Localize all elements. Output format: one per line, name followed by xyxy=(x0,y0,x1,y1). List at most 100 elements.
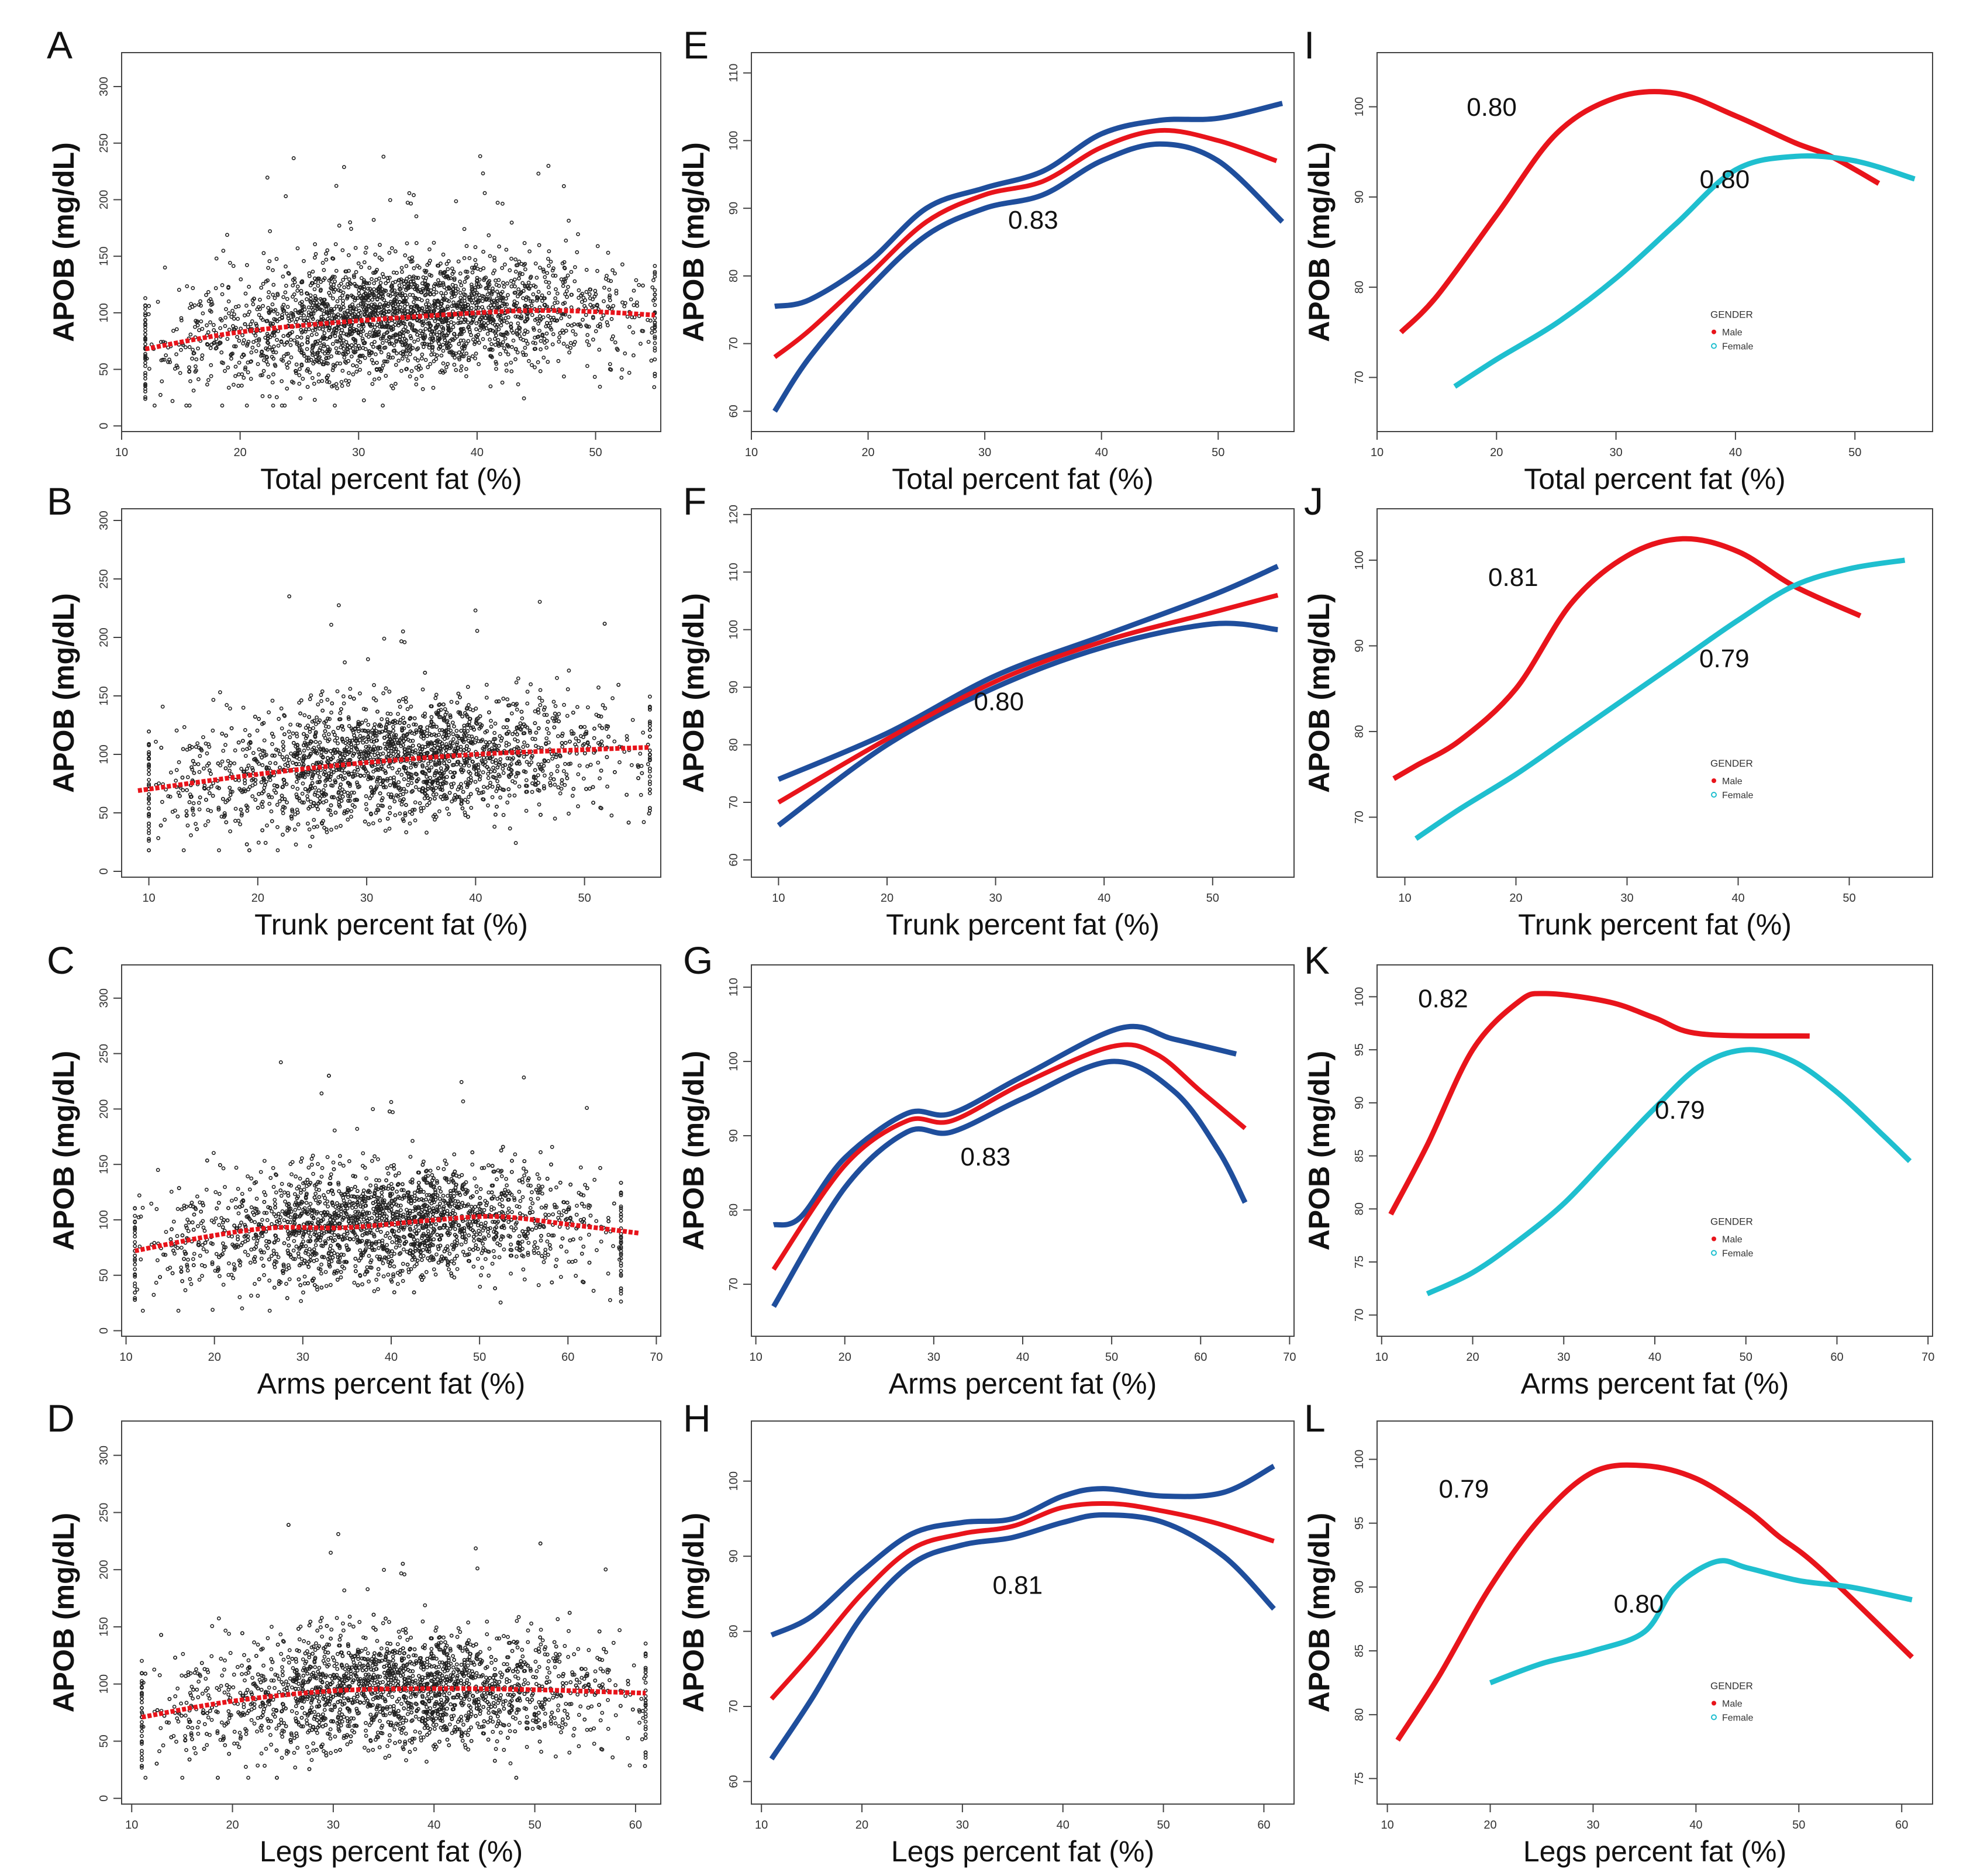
scatter-point xyxy=(534,768,537,771)
scatter-point xyxy=(517,677,520,680)
scatter-point xyxy=(299,329,302,332)
scatter-point xyxy=(388,827,391,830)
scatter-point xyxy=(553,783,556,786)
scatter-point xyxy=(177,791,180,794)
scatter-point xyxy=(296,247,299,250)
scatter-point xyxy=(430,716,433,719)
scatter-point xyxy=(467,358,470,361)
scatter-point xyxy=(373,723,376,726)
scatter-point xyxy=(557,734,560,737)
scatter-point xyxy=(464,737,467,740)
scatter-point xyxy=(603,707,606,710)
scatter-point xyxy=(516,351,519,354)
scatter-point xyxy=(634,279,637,282)
scatter-point xyxy=(209,347,212,350)
scatter-point xyxy=(421,324,424,327)
scatter-point xyxy=(470,306,473,309)
scatter-point xyxy=(630,764,633,767)
scatter-point xyxy=(514,347,517,350)
scatter-point xyxy=(608,288,610,291)
scatter-point xyxy=(367,287,370,290)
scatter-point xyxy=(461,715,464,718)
scatter-point xyxy=(198,304,201,306)
scatter-point xyxy=(370,358,373,361)
scatter-point xyxy=(416,339,419,342)
scatter-point xyxy=(601,704,604,706)
scatter-point xyxy=(475,352,478,355)
scatter-point xyxy=(275,339,278,342)
scatter-point xyxy=(598,724,601,727)
scatter-point xyxy=(431,349,434,352)
scatter-point xyxy=(198,329,201,332)
scatter-point xyxy=(308,327,310,330)
scatter-point xyxy=(548,322,551,325)
scatter-point xyxy=(329,775,332,778)
scatter-point xyxy=(398,301,401,304)
scatter-point xyxy=(275,257,278,260)
scatter-point xyxy=(488,784,491,787)
scatter-point xyxy=(344,270,347,273)
scatter-point xyxy=(294,281,296,284)
scatter-point xyxy=(506,294,509,296)
scatter-point xyxy=(426,788,429,791)
scatter-point xyxy=(441,343,444,346)
scatter-point xyxy=(324,736,327,739)
scatter-point xyxy=(442,253,445,256)
scatter-point xyxy=(147,773,150,775)
scatter-point xyxy=(398,284,401,287)
scatter-point xyxy=(264,347,267,350)
scatter-point xyxy=(632,331,634,334)
scatter-point xyxy=(618,761,621,764)
scatter-point xyxy=(567,688,570,691)
scatter-point xyxy=(223,325,226,327)
scatter-point xyxy=(507,316,510,319)
scatter-point xyxy=(593,737,596,740)
scatter-point xyxy=(359,285,362,288)
scatter-point xyxy=(437,323,440,326)
scatter-point xyxy=(568,351,571,354)
scatter-point xyxy=(314,340,317,343)
scatter-point xyxy=(523,333,526,336)
scatter-point xyxy=(225,704,228,706)
scatter-point xyxy=(482,798,485,801)
scatter-point xyxy=(302,744,305,747)
scatter-point xyxy=(539,348,542,351)
scatter-point xyxy=(288,595,291,598)
scatter-point xyxy=(472,338,475,341)
scatter-point xyxy=(502,285,505,288)
scatter-point xyxy=(425,358,427,361)
scatter-point xyxy=(577,233,579,236)
scatter-point xyxy=(201,354,203,357)
scatter-point xyxy=(195,746,198,749)
scatter-point xyxy=(382,364,385,367)
scatter-point xyxy=(237,741,240,744)
scatter-point xyxy=(359,750,362,753)
scatter-point xyxy=(206,343,209,346)
scatter-point xyxy=(421,342,424,345)
scatter-point xyxy=(488,289,491,292)
scatter-point xyxy=(525,779,528,782)
scatter-point xyxy=(561,745,564,748)
scatter-point xyxy=(565,329,568,332)
scatter-point xyxy=(402,630,405,633)
scatter-point xyxy=(174,779,177,782)
scatter-point xyxy=(586,364,589,367)
scatter-point xyxy=(309,805,312,808)
scatter-point xyxy=(474,357,477,360)
scatter-point xyxy=(260,316,263,319)
scatter-point xyxy=(262,282,265,285)
scatter-point xyxy=(207,331,210,334)
scatter-point xyxy=(201,312,204,315)
scatter-point xyxy=(517,288,520,291)
scatter-point xyxy=(299,316,302,319)
scatter-point xyxy=(322,801,325,804)
scatter-point xyxy=(176,366,179,369)
scatter-point xyxy=(526,690,529,693)
scatter-point xyxy=(246,264,249,267)
scatter-point xyxy=(584,299,586,302)
scatter-point xyxy=(380,765,383,768)
scatter-point xyxy=(620,368,623,371)
scatter-point xyxy=(565,295,568,298)
